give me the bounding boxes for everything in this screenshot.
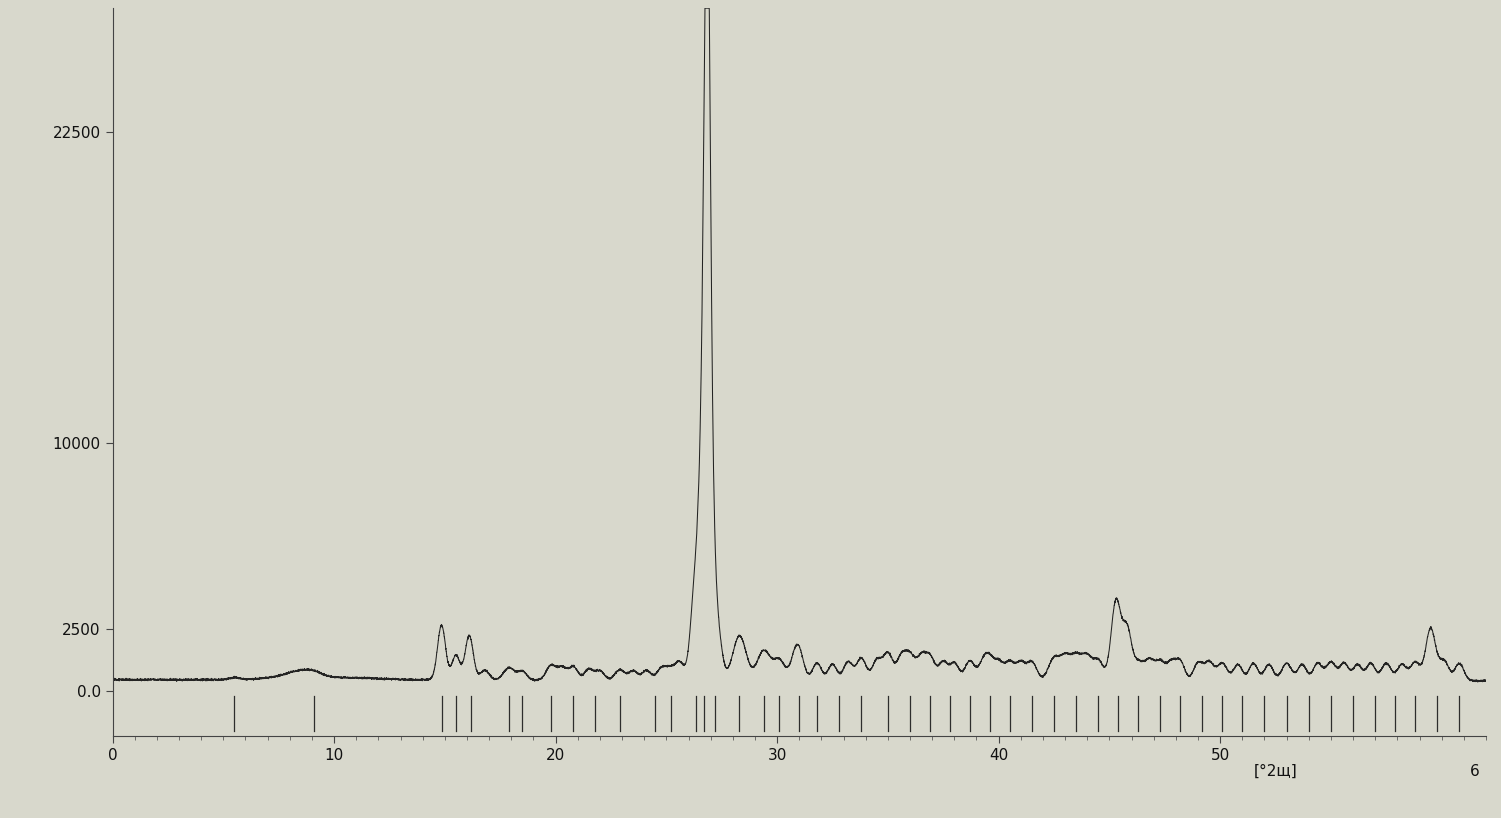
Text: [°2щ]: [°2щ]	[1253, 763, 1297, 779]
Text: 6: 6	[1469, 763, 1480, 779]
